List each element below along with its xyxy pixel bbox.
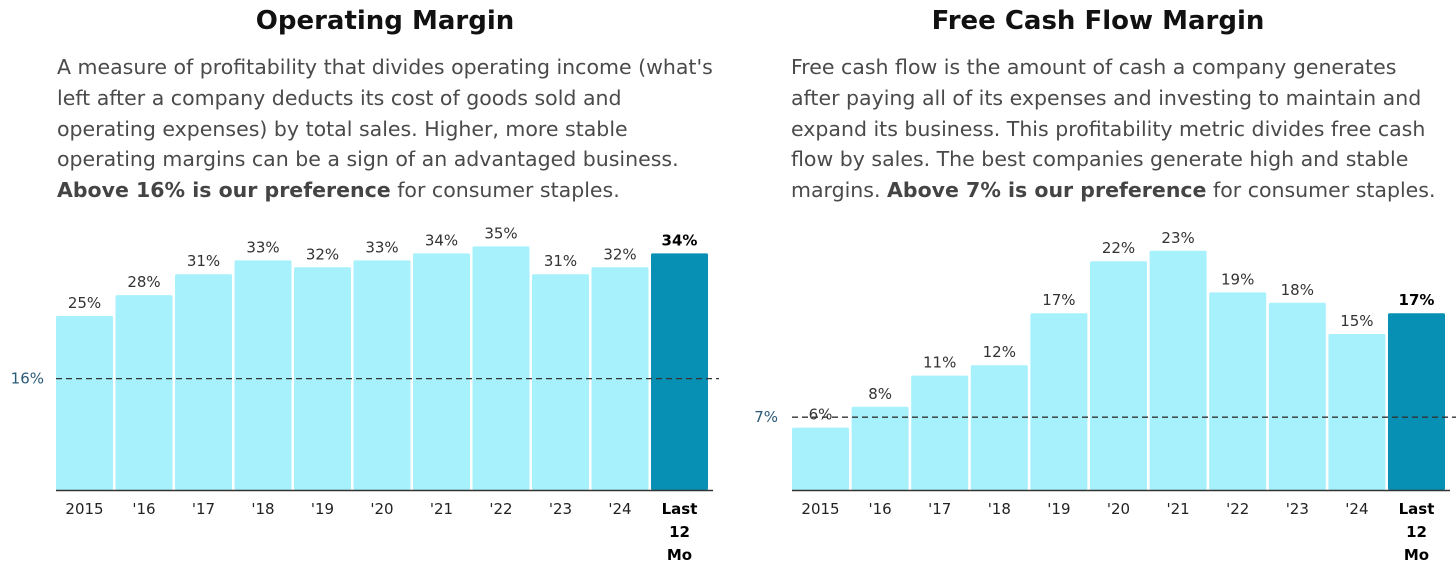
bar <box>1149 250 1207 490</box>
fcf-margin-chart: 6% 2015 8% '16 11% '17 12% '18 17% '19 22% '20 23% '2… <box>754 229 1456 564</box>
reference-line-label: 16% <box>11 370 44 388</box>
bar <box>1388 313 1445 490</box>
x-tick-label: '20 <box>1107 500 1130 518</box>
reference-line-label: 7% <box>754 408 778 426</box>
data-label: 25% <box>68 294 101 312</box>
preference-text: Above 16% is our preference <box>57 178 391 203</box>
data-label: 32% <box>306 245 339 263</box>
data-label: 19% <box>1221 270 1254 288</box>
data-label: 33% <box>365 238 398 256</box>
bar <box>56 316 113 490</box>
x-tick-label: '23 <box>549 500 572 518</box>
x-tick-label: '22 <box>1226 500 1249 518</box>
preference-text: Above 7% is our preference <box>887 178 1207 203</box>
x-tick-label: '16 <box>132 500 155 518</box>
bar <box>970 365 1028 490</box>
bar <box>294 267 351 490</box>
x-tick-label: '17 <box>928 500 951 518</box>
data-label: 31% <box>187 252 220 270</box>
description-tail: for consumer staples. <box>390 178 620 203</box>
data-label: 32% <box>603 245 636 263</box>
description-text: Free cash flow is the amount of cash a c… <box>791 55 1426 203</box>
x-tick-label: '24 <box>608 500 631 518</box>
x-tick-label: '17 <box>192 500 215 518</box>
bar <box>911 375 969 490</box>
bar <box>792 427 849 490</box>
x-tick-label: '19 <box>311 500 334 518</box>
data-label: 18% <box>1281 281 1314 299</box>
data-label: 17% <box>1042 291 1075 309</box>
x-tick-label: '22 <box>489 500 512 518</box>
data-label: 23% <box>1161 229 1194 247</box>
x-tick-label: Last 12 Mo <box>662 500 698 564</box>
x-tick-label: '23 <box>1286 500 1309 518</box>
chart-description: Free cash flow is the amount of cash a c… <box>791 52 1451 206</box>
operating-margin-panel: Operating Margin A measure of profitabil… <box>11 6 722 564</box>
fcf-margin-panel: Free Cash Flow Margin Free cash flow is … <box>728 0 1456 569</box>
bar <box>1030 313 1088 490</box>
bar <box>472 246 530 490</box>
bar <box>1268 302 1326 490</box>
x-tick-label: Last 12 Mo <box>1399 500 1435 564</box>
data-label: 34% <box>425 231 458 249</box>
data-label: 15% <box>1340 312 1373 330</box>
operating-margin-chart: 25% 2015 28% '16 31% '17 33% '18 32% '19 33% '20 34%… <box>11 224 719 564</box>
bar <box>851 406 909 490</box>
description-text: A measure of profitability that divides … <box>57 55 713 172</box>
chart-title: Free Cash Flow Margin <box>931 6 1265 36</box>
x-tick-label: '19 <box>1047 500 1070 518</box>
bar <box>1328 334 1386 490</box>
x-tick-label: '24 <box>1345 500 1368 518</box>
x-tick-label: '21 <box>1166 500 1189 518</box>
bar <box>1090 261 1147 490</box>
x-tick-label: '18 <box>251 500 274 518</box>
data-label: 31% <box>544 252 577 270</box>
x-tick-label: '20 <box>370 500 393 518</box>
data-label: 11% <box>923 354 956 372</box>
data-label: 8% <box>868 385 892 403</box>
bar <box>1209 292 1267 490</box>
bar <box>175 274 232 490</box>
x-tick-label: '21 <box>430 500 453 518</box>
bar <box>413 253 470 490</box>
data-label: 12% <box>983 343 1016 361</box>
x-tick-label: 2015 <box>65 500 103 518</box>
description-tail: for consumer staples. <box>1206 178 1436 203</box>
bar <box>234 260 292 490</box>
x-tick-label: '18 <box>988 500 1011 518</box>
chart-description: A measure of profitability that divides … <box>57 52 722 206</box>
bar <box>651 253 708 490</box>
bar <box>353 260 411 490</box>
data-label: 35% <box>484 224 517 242</box>
data-label: 22% <box>1102 239 1135 257</box>
bar <box>532 274 589 490</box>
x-tick-label: 2015 <box>801 500 839 518</box>
data-label: 28% <box>127 273 160 291</box>
data-label: 33% <box>246 238 279 256</box>
data-label: 17% <box>1399 291 1435 309</box>
data-label: 34% <box>662 231 698 249</box>
data-label: 6% <box>809 406 833 424</box>
x-tick-label: '16 <box>868 500 891 518</box>
bar <box>115 295 173 490</box>
chart-title: Operating Margin <box>255 6 515 36</box>
